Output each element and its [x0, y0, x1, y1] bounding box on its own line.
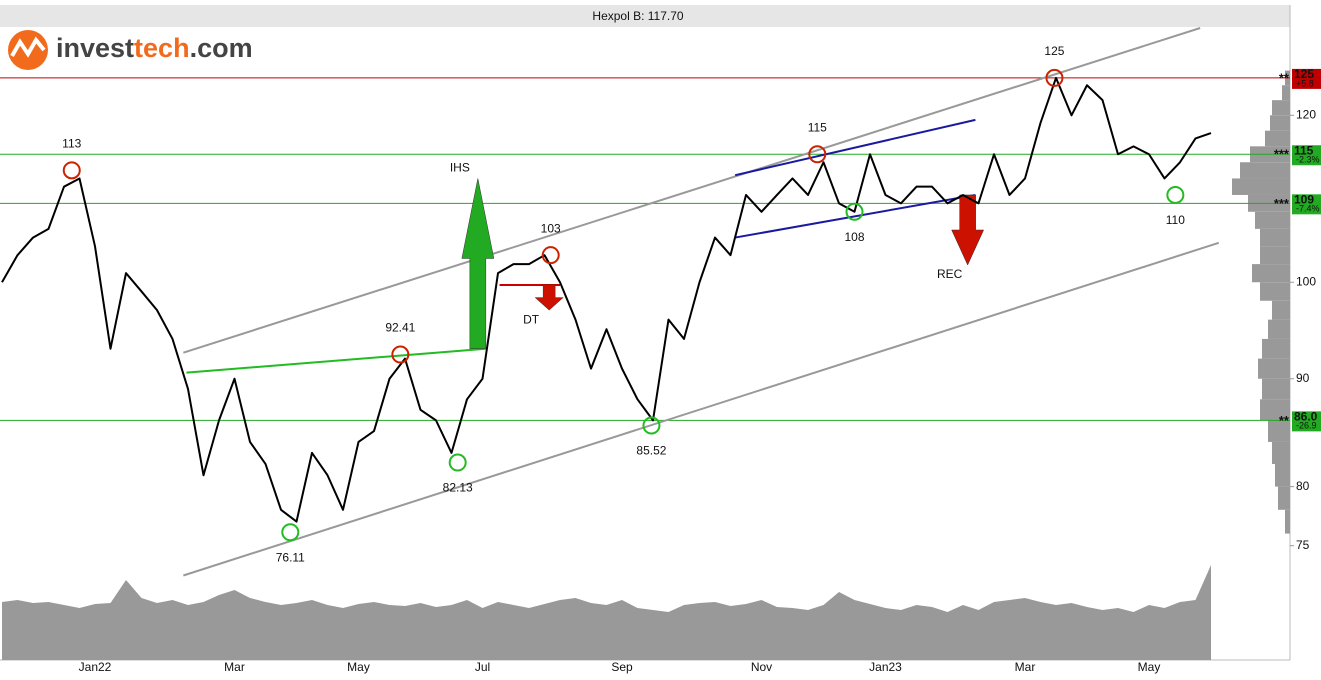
logo-part: tech: [134, 33, 190, 63]
level-stars: ***: [1274, 196, 1290, 211]
volume-profile-bar: [1285, 509, 1290, 534]
pattern-label: DT: [523, 312, 540, 326]
extreme-label: 113: [62, 136, 81, 150]
level-stars: **: [1279, 70, 1290, 85]
volume-profile-bar: [1260, 246, 1290, 265]
extreme-marker: [541, 246, 560, 265]
logo-zigzag: [10, 36, 46, 58]
y-tick-label: 80: [1296, 479, 1310, 493]
volume-profile-bar: [1252, 264, 1290, 283]
volume-profile-bar: [1272, 300, 1290, 320]
trend-line: [183, 27, 1201, 354]
x-tick-label: Nov: [751, 660, 772, 674]
level-label: 109: [1294, 193, 1314, 207]
level-box: [1292, 68, 1321, 89]
extreme-label: 85.52: [636, 444, 666, 458]
pattern-label: REC: [937, 267, 963, 281]
level-change: +5.8: [1296, 78, 1314, 88]
y-tick-label: 75: [1296, 538, 1310, 552]
x-tick-label: May: [1138, 660, 1161, 674]
x-tick-label: Jan23: [869, 660, 902, 674]
x-tick-label: Mar: [1015, 660, 1036, 674]
volume-profile-bar: [1262, 378, 1290, 400]
extreme-label: 103: [541, 221, 561, 235]
volume-profile-bar: [1265, 130, 1290, 147]
extreme-label: 125: [1044, 44, 1064, 58]
x-tick-label: Jan22: [79, 660, 112, 674]
chart-title: Hexpol B: 117.70: [592, 9, 683, 23]
extreme-label: 76.11: [276, 550, 305, 564]
extreme-marker: [845, 202, 864, 221]
level-box: [1292, 194, 1321, 215]
pattern-arrow: [461, 178, 495, 349]
extreme-marker: [281, 523, 300, 542]
extreme-marker: [448, 453, 467, 472]
volume-area: [2, 565, 1211, 660]
pattern-arrow: [534, 284, 564, 311]
x-tick-label: May: [347, 660, 370, 674]
y-tick-label: 120: [1296, 107, 1316, 121]
level-stars: **: [1279, 413, 1290, 428]
extreme-label: 115: [808, 120, 827, 134]
trend-line: [183, 241, 1220, 577]
extreme-label: 82.13: [443, 481, 473, 495]
level-label: 115: [1294, 143, 1314, 157]
volume-profile-bar: [1260, 228, 1290, 247]
volume-profile-bar: [1258, 358, 1290, 379]
y-tick-label: 90: [1296, 371, 1310, 385]
trend-line: [734, 118, 976, 177]
volume-profile-bar: [1268, 420, 1290, 442]
extreme-marker: [1045, 68, 1064, 87]
level-change: -26.9: [1296, 421, 1317, 431]
volume-profile-bar: [1282, 85, 1290, 101]
volume-profile-bar: [1232, 178, 1290, 195]
trend-line: [734, 193, 976, 239]
logo-part: .com: [190, 33, 253, 63]
extreme-marker: [391, 345, 410, 364]
x-tick-label: Sep: [611, 660, 633, 674]
logo: investtech.com: [8, 30, 253, 70]
y-tick-label: 100: [1296, 274, 1316, 288]
extreme-marker: [62, 161, 81, 180]
extreme-marker: [808, 145, 827, 164]
volume-profile-bar: [1272, 100, 1290, 116]
volume-profile-bar: [1260, 282, 1290, 301]
x-tick-label: Mar: [224, 660, 245, 674]
level-box: [1292, 411, 1321, 432]
extreme-label: 110: [1166, 213, 1185, 227]
trend-line: [186, 347, 486, 374]
volume-profile-bar: [1268, 319, 1290, 339]
volume-profile-bar: [1272, 441, 1290, 464]
level-change: -7.4%: [1296, 204, 1320, 214]
extreme-label: 108: [844, 230, 864, 244]
pattern-label: IHS: [450, 161, 470, 175]
logo-part: invest: [56, 33, 134, 63]
price-line: [1, 76, 1212, 523]
level-change: -2.3%: [1296, 155, 1320, 165]
volume-profile-bar: [1255, 211, 1290, 229]
level-box: [1292, 145, 1321, 166]
volume-profile-bar: [1260, 399, 1290, 421]
volume-profile-bar: [1270, 115, 1290, 131]
extreme-marker: [642, 416, 661, 435]
logo-text: investtech.com: [56, 33, 253, 63]
extreme-label: 92.41: [385, 321, 415, 335]
volume-profile-bar: [1262, 338, 1290, 359]
volume-profile-bar: [1278, 486, 1290, 510]
title-bar: [0, 5, 1290, 27]
volume-profile-bar: [1275, 463, 1290, 487]
level-label: 86.0: [1294, 410, 1318, 424]
extreme-marker: [1166, 185, 1185, 204]
x-tick-label: Jul: [475, 660, 490, 674]
volume-profile-bar: [1240, 162, 1290, 179]
pattern-arrow: [951, 194, 985, 266]
level-stars: ***: [1274, 147, 1290, 162]
level-label: 125: [1294, 67, 1314, 81]
